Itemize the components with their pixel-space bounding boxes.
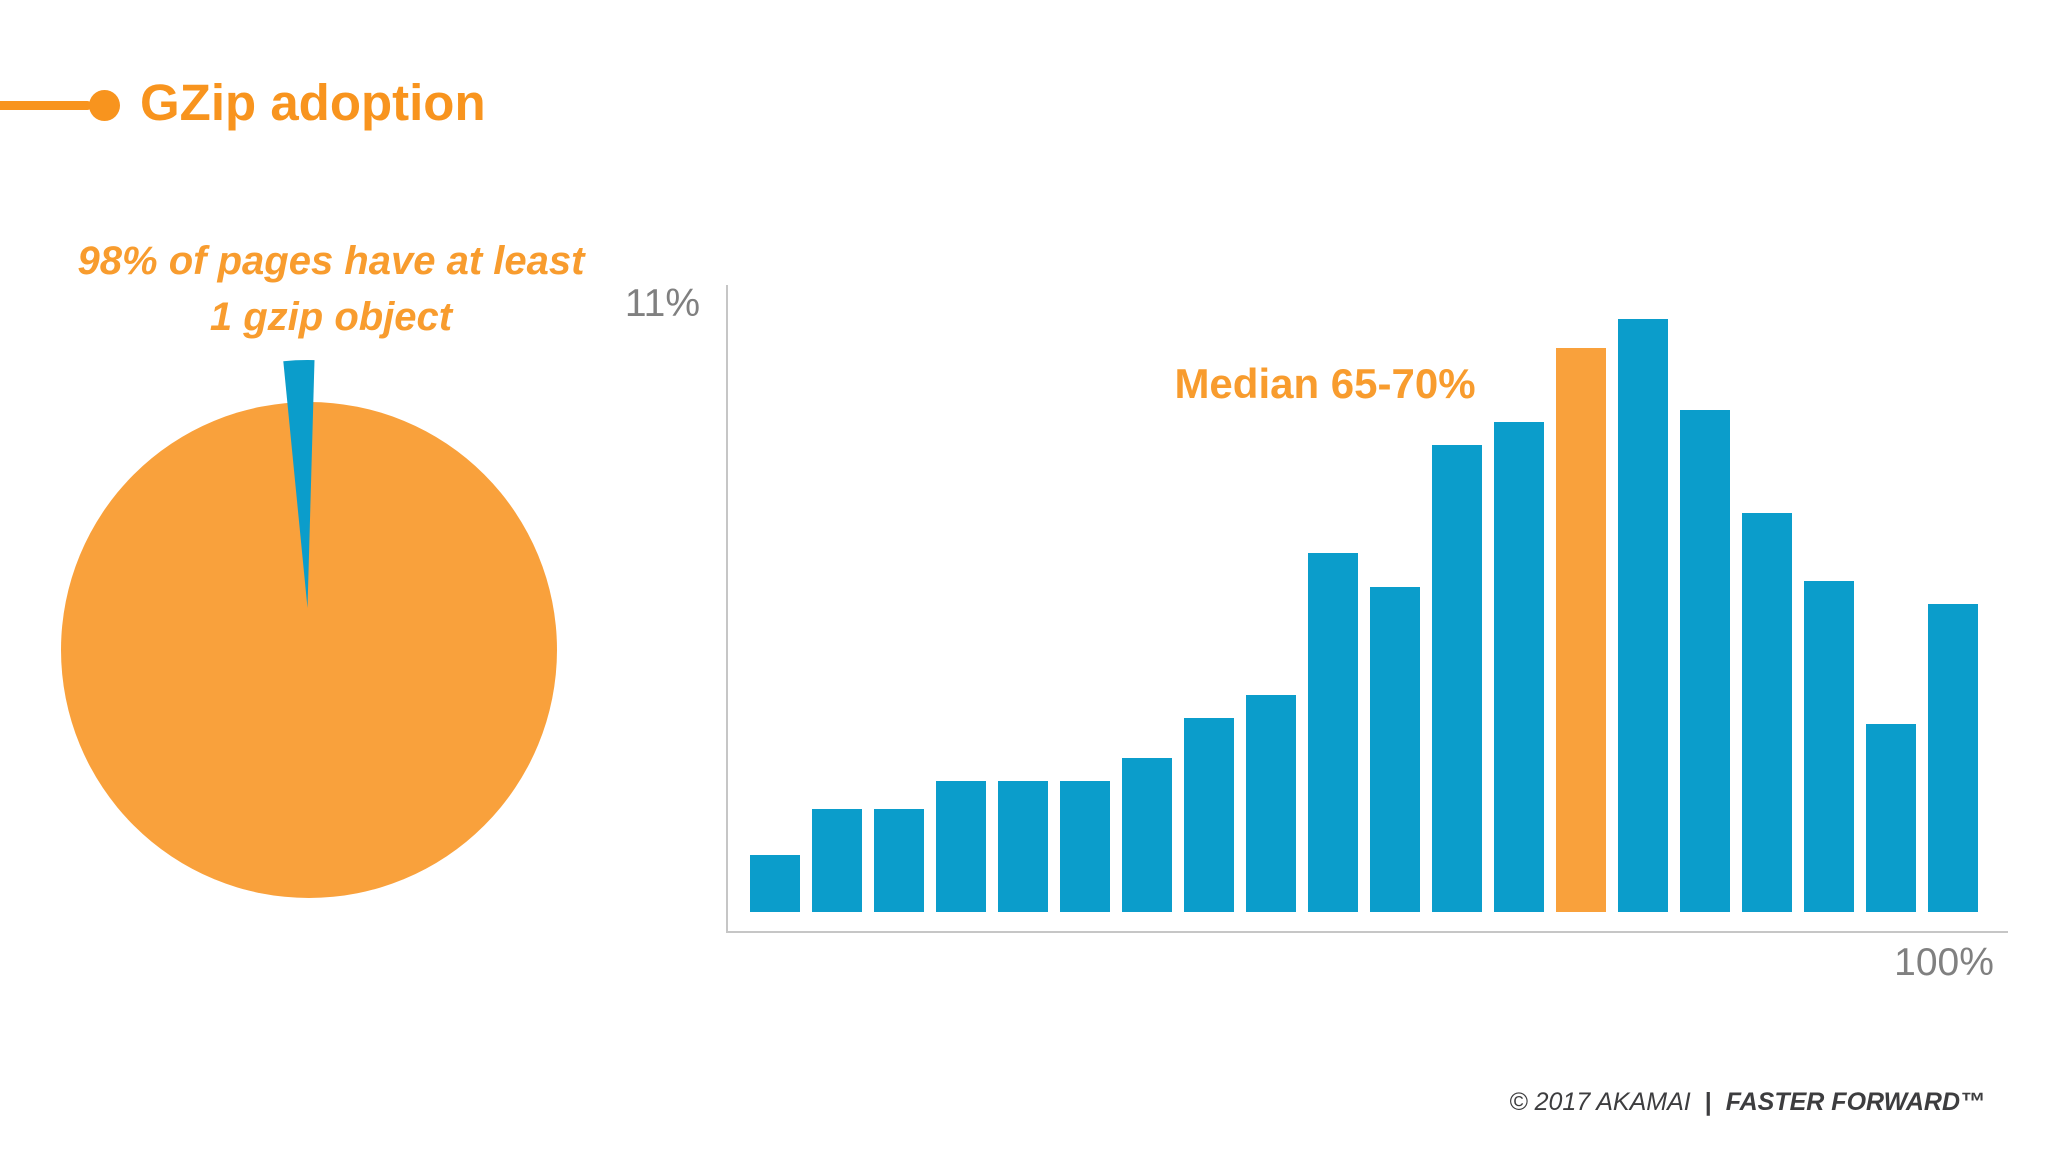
pie-chart [61,360,557,898]
pie-caption: 98% of pages have at least 1 gzip object [31,233,631,345]
footer: © 2017 AKAMAI | FASTER FORWARD™ [1509,1088,1985,1117]
bars-group [750,285,1978,912]
pie-slice-no-gzip [283,360,315,608]
pie-caption-line-2: 1 gzip object [209,295,453,339]
bar [1742,513,1792,912]
median-annotation: Median 65-70% [1174,360,1476,407]
bar [874,809,924,912]
bar [1308,552,1358,912]
bar [1432,444,1482,912]
bar [936,780,986,912]
x-axis-max-label: 100% [1894,941,1994,984]
bar [750,855,800,912]
page-title: GZip adoption [140,74,486,131]
bar [1494,421,1544,912]
title-rule-line [0,101,92,110]
footer-separator: | [1704,1088,1712,1116]
pie-slice-gzip [61,402,557,898]
footer-copyright: © 2017 AKAMAI [1509,1088,1691,1116]
bar [1804,581,1854,912]
bar [1184,718,1234,912]
bar [1246,695,1296,912]
bar [1680,410,1730,912]
bar-highlight-median [1556,347,1606,912]
bar [1928,604,1978,912]
bar [812,809,862,912]
title-rule-dot-icon [89,90,120,121]
bar [1060,780,1110,912]
bar-chart [726,285,2008,933]
y-axis-max-label: 11% [624,282,700,325]
bar [998,780,1048,912]
bar [1866,723,1916,912]
bar [1618,319,1668,912]
bar [1122,758,1172,912]
pie-caption-line-1: 98% of pages have at least [77,239,585,283]
bar [1370,587,1420,912]
footer-tagline: FASTER FORWARD™ [1725,1088,1985,1116]
